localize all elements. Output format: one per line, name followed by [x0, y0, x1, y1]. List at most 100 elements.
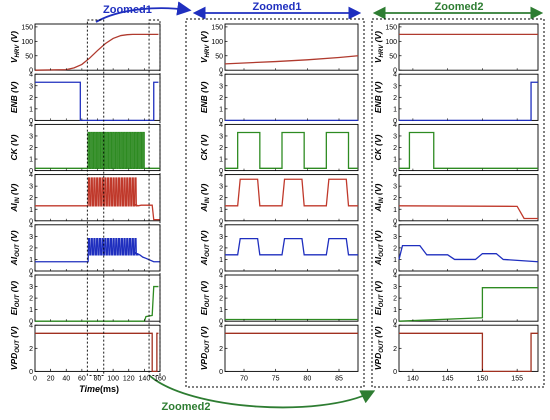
y-axis-label-vhrv: VHRV (V)	[9, 31, 21, 63]
x-tick-label: 140	[139, 375, 151, 382]
y-tick-label: 3	[393, 133, 397, 140]
zoom2-enb-trace	[399, 81, 538, 122]
zoom-annotations: Zoomed1 Zoomed1 Zoomed2 Zoomed2	[95, 1, 544, 413]
y-tick-label: 50	[25, 53, 33, 60]
y-tick-label: 0	[393, 118, 397, 125]
y-tick-label: 4	[219, 172, 223, 179]
zoom2-enb-frame	[398, 73, 539, 121]
y-axis-label-elout: EIOUT (V)	[199, 281, 211, 316]
y-axis-label-vpd: VPDOUT (V)	[9, 326, 21, 370]
y-tick-label: 4	[393, 222, 397, 229]
y-tick-label: 2	[393, 95, 397, 102]
y-tick-label: 1	[393, 307, 397, 314]
y-tick-label: 0	[29, 68, 33, 75]
y-tick-label: 0	[219, 269, 223, 276]
y-tick-label: 0	[29, 369, 33, 376]
y-tick-label: 4	[393, 122, 397, 129]
x-axis-label-unit: (ms)	[100, 384, 119, 394]
y-tick-label: 4	[393, 172, 397, 179]
zoom1-aout-frame	[224, 224, 359, 272]
y-axis-label-ck: CK (V)	[373, 134, 383, 160]
y-tick-label: 0	[29, 168, 33, 175]
y-tick-label: 1	[219, 207, 223, 214]
y-tick-label: 3	[29, 133, 33, 140]
y-tick-label: 3	[29, 83, 33, 90]
x-tick-label: 155	[511, 375, 523, 382]
y-tick-label: 1	[393, 257, 397, 264]
zoom2-aout-trace	[398, 244, 539, 263]
zoom1-frame	[185, 18, 365, 388]
y-tick-label: 0	[393, 168, 397, 175]
zoom2-row-elout: 0 1 2 3 4 EIOUT (V)	[373, 273, 539, 326]
full-elout-frame	[34, 274, 161, 322]
y-tick-label: 0	[393, 269, 397, 276]
y-tick-label: 1	[393, 157, 397, 164]
full-enb-trace	[35, 81, 159, 122]
y-tick-label: 2	[393, 195, 397, 202]
y-tick-label: 2	[219, 95, 223, 102]
full-row-enb: 0 1 2 3 4 ENB (V)	[9, 72, 161, 125]
x-tick-label: 80	[303, 375, 311, 382]
x-tick-label: 160	[154, 375, 166, 382]
x-tick-label: 120	[123, 375, 135, 382]
y-tick-label: 0	[393, 319, 397, 326]
zoom2-row-vpd: 0 2 4 VPDOUT (V) 140 145 150 155	[373, 323, 539, 382]
y-tick-label: 3	[219, 133, 223, 140]
y-axis-label-ck: CK (V)	[9, 134, 19, 160]
zoom2-elout-trace	[398, 287, 538, 322]
y-tick-label: 1	[29, 307, 33, 314]
y-tick-label: 2	[219, 195, 223, 202]
zoom1-ck-frame	[224, 123, 359, 172]
y-tick-label: 1	[29, 106, 33, 113]
y-tick-label: 2	[29, 245, 33, 252]
y-axis-label-ain: AIIN (V)	[199, 183, 211, 212]
y-tick-label: 3	[29, 184, 33, 191]
y-tick-label: 100	[21, 39, 33, 46]
y-tick-label: 2	[393, 346, 397, 353]
zoom1-vhrv-frame	[224, 23, 359, 71]
zoom1-row-ck: 0 1 2 3 4 CK (V)	[199, 122, 359, 175]
zoom2-ain-trace	[398, 205, 538, 220]
y-tick-label: 4	[29, 222, 33, 229]
zoom2-curved-arrow	[149, 375, 376, 409]
y-tick-label: 4	[29, 122, 33, 129]
x-tick-label: 150	[477, 375, 489, 382]
x-tick-label: 0	[33, 375, 37, 382]
full-ain-trace	[35, 177, 160, 221]
x-tick-label: 85	[335, 375, 343, 382]
y-tick-label: 0	[29, 118, 33, 125]
y-tick-label: 1	[29, 207, 33, 214]
x-tick-label: 20	[47, 375, 55, 382]
zoom1-row-enb: 0 1 2 3 4 ENB (V)	[199, 72, 359, 125]
y-axis-label-vpd: VPDOUT (V)	[199, 326, 211, 370]
y-tick-label: 3	[219, 234, 223, 241]
y-axis-label-ain: AIIN (V)	[9, 183, 21, 212]
zoom1-enb-frame	[224, 73, 359, 121]
full-vpd-trace	[35, 332, 159, 373]
y-tick-label: 1	[219, 106, 223, 113]
y-tick-label: 3	[219, 184, 223, 191]
y-tick-label: 50	[215, 53, 223, 60]
y-tick-label: 1	[29, 257, 33, 264]
zoom2-elout-frame	[398, 274, 539, 322]
y-tick-label: 4	[219, 122, 223, 129]
y-tick-label: 4	[29, 72, 33, 79]
x-tick-label: 75	[272, 375, 280, 382]
full-aout-trace	[35, 238, 160, 263]
y-tick-label: 4	[393, 323, 397, 330]
zoom1-region-box	[86, 19, 105, 376]
y-tick-label: 2	[29, 346, 33, 353]
y-tick-label: 1	[29, 157, 33, 164]
y-axis-label-aout: AIOUT (V)	[373, 230, 385, 266]
full-row-vpd: 0 2 4 VPDOUT (V) 0 20 40 60 80 100 120 140 160	[9, 323, 166, 383]
x-tick-label: 140	[407, 375, 419, 382]
y-tick-label: 0	[219, 218, 223, 225]
y-axis-label-elout: EIOUT (V)	[9, 281, 21, 316]
y-tick-label: 100	[385, 39, 397, 46]
zoom2-row-ain: 0 1 2 3 4 AIIN (V)	[373, 172, 539, 225]
y-tick-label: 4	[219, 273, 223, 280]
